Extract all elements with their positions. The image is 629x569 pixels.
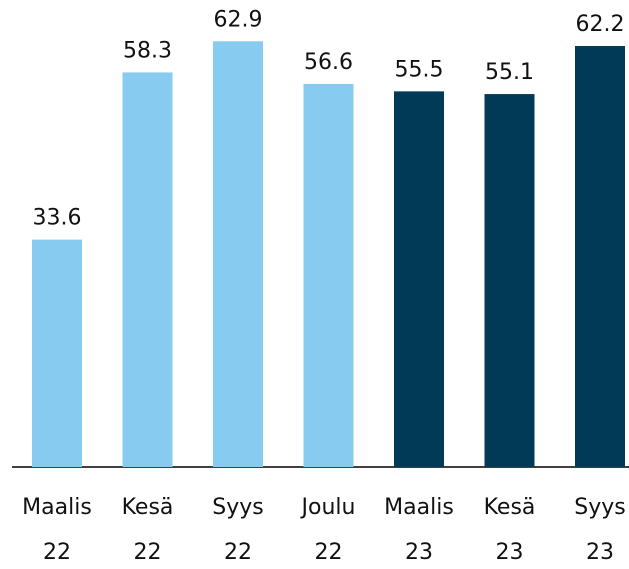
x-tick-label: Syys <box>212 495 263 520</box>
bar <box>32 239 82 467</box>
bar <box>213 41 263 467</box>
x-tick-label: Kesä <box>122 495 174 520</box>
data-label: 58.3 <box>123 38 172 63</box>
x-tick-label: Maalis <box>384 495 454 520</box>
x-tick-label: 22 <box>43 540 71 565</box>
data-label: 55.1 <box>485 60 534 85</box>
bar <box>122 72 173 468</box>
data-label: 55.5 <box>395 57 444 82</box>
x-tick-label: Maalis <box>22 495 92 520</box>
bar <box>394 91 444 467</box>
x-tick-label: 22 <box>134 540 162 565</box>
data-label: 33.6 <box>33 206 82 231</box>
data-label: 62.2 <box>576 12 625 37</box>
x-tick-label: Kesä <box>484 495 536 520</box>
bar <box>575 46 625 467</box>
x-tick-label: Syys <box>574 495 625 520</box>
x-tick-label: 23 <box>586 540 614 565</box>
x-tick-label: 23 <box>496 540 524 565</box>
x-tick-label: Joulu <box>300 495 356 520</box>
x-tick-label: 22 <box>224 540 252 565</box>
x-tick-label: 23 <box>405 540 433 565</box>
data-label: 62.9 <box>214 7 263 32</box>
bar <box>303 83 354 468</box>
bar <box>484 94 535 467</box>
x-tick-label: 22 <box>315 540 343 565</box>
data-label: 56.6 <box>304 50 353 75</box>
